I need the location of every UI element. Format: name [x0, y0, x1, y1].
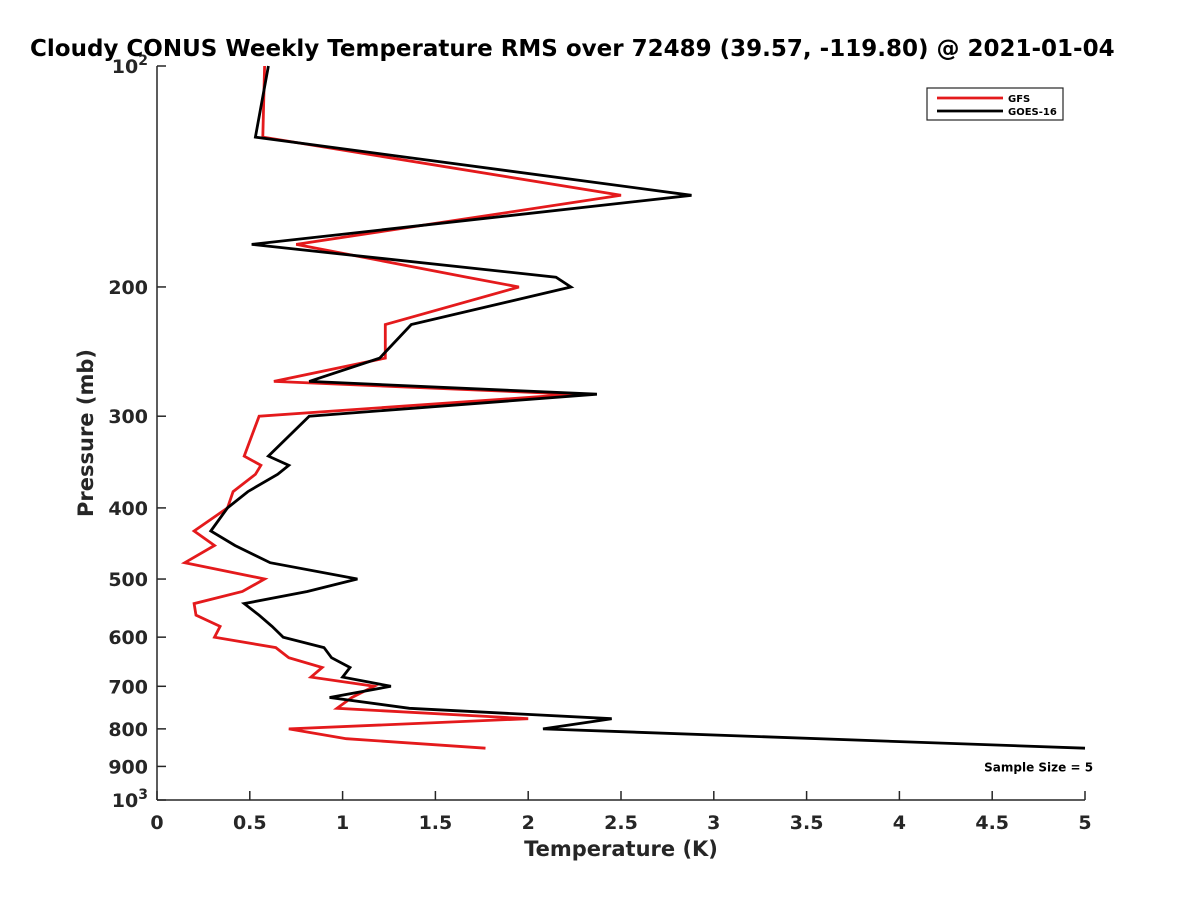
y-tick-label: 700	[108, 676, 148, 698]
series-line-gfs	[180, 65, 622, 750]
y-tick-label: 200	[108, 277, 148, 299]
x-tick-label: 2.5	[604, 812, 638, 834]
y-tick-label: 102	[112, 53, 148, 78]
legend-box	[926, 87, 1064, 121]
legend: GFS GOES-16	[926, 87, 1064, 121]
y-axis-label: Pressure (mb)	[74, 349, 98, 517]
x-tick-label: 4.5	[975, 812, 1009, 834]
series-line-goes-16	[208, 65, 1086, 750]
x-tick-label: 1	[336, 812, 349, 834]
legend-label: GFS	[1008, 94, 1030, 105]
y-tick-label: 500	[108, 569, 148, 591]
y-tick-label: 300	[108, 406, 148, 428]
x-tick-label: 0.5	[233, 812, 267, 834]
sample-size-annotation: Sample Size = 5	[984, 760, 1093, 774]
x-tick-label: 3.5	[790, 812, 824, 834]
x-tick-label: 5	[1078, 812, 1091, 834]
x-axis-label: Temperature (K)	[524, 837, 718, 861]
x-tick-label: 1.5	[419, 812, 453, 834]
x-tick-label: 2	[522, 812, 535, 834]
y-tick-label: 600	[108, 627, 148, 649]
y-tick-label: 400	[108, 498, 148, 520]
y-tick-label: 800	[108, 719, 148, 741]
x-tick-label: 4	[893, 812, 906, 834]
y-tick-label: 103	[112, 787, 148, 812]
x-tick-label: 3	[707, 812, 720, 834]
y-tick-label: 900	[108, 756, 148, 778]
legend-label: GOES-16	[1008, 107, 1057, 118]
x-tick-label: 0	[150, 812, 163, 834]
chart-title: Cloudy CONUS Weekly Temperature RMS over…	[30, 36, 1115, 62]
